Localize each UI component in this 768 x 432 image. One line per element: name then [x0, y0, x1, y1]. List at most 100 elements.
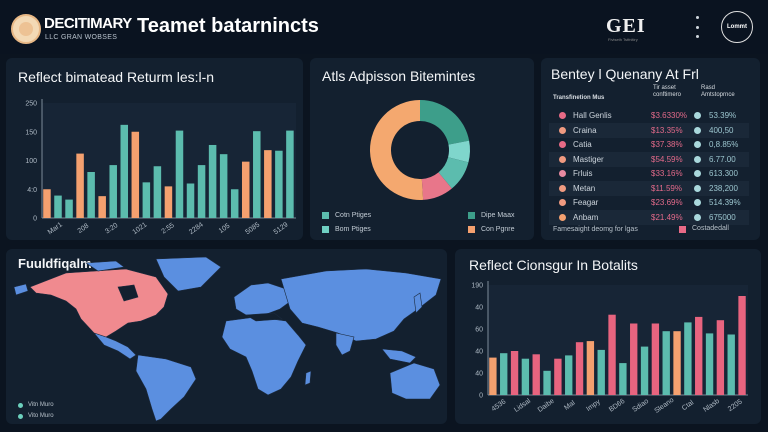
- panel-title: Reflect bimatead Returm les:l-n: [18, 69, 215, 85]
- status-dot-icon: [559, 213, 566, 221]
- donut-slice[interactable]: [370, 100, 424, 200]
- bar[interactable]: [98, 196, 106, 218]
- bar[interactable]: [521, 358, 530, 395]
- bar[interactable]: [510, 351, 519, 395]
- bar[interactable]: [131, 131, 140, 218]
- donut-slice[interactable]: [448, 140, 470, 163]
- bar[interactable]: [175, 130, 184, 218]
- status-dot-icon: [559, 141, 566, 148]
- legend-swatch-icon: [468, 226, 475, 233]
- bar[interactable]: [87, 172, 95, 218]
- table-row[interactable]: Feagar $23.69% 514.39%: [549, 195, 749, 210]
- bar[interactable]: [230, 189, 239, 218]
- bar[interactable]: [142, 182, 151, 218]
- bar[interactable]: [65, 199, 73, 218]
- bar[interactable]: [76, 153, 84, 218]
- table-row[interactable]: Hall Genlis $3.6330% 53.39%: [549, 108, 749, 123]
- bar[interactable]: [716, 320, 725, 395]
- row-value-secondary: 53.39%: [709, 111, 737, 120]
- legend-swatch-icon: [322, 212, 329, 219]
- map-legend-item: Vitn Muro: [18, 402, 54, 408]
- row-name: Craina: [573, 125, 597, 135]
- bar[interactable]: [630, 323, 638, 396]
- legend-label: Vito Muro: [28, 413, 54, 419]
- bar[interactable]: [608, 314, 616, 395]
- bar[interactable]: [705, 333, 714, 395]
- bar[interactable]: [651, 323, 660, 396]
- svg-text:Mal: Mal: [563, 399, 577, 411]
- row-value-primary: $54.59%: [651, 154, 683, 164]
- column-header[interactable]: Tir asset conftimero: [653, 85, 682, 98]
- bar[interactable]: [565, 355, 573, 395]
- bar[interactable]: [286, 130, 294, 218]
- bar[interactable]: [500, 353, 508, 395]
- bottom-bar-chart: 0 40 40 60 40 190 4536 Lidsal Daibe Mal Impy BD66 Sd…: [471, 281, 748, 415]
- svg-text:2284: 2284: [188, 221, 205, 236]
- bar[interactable]: [738, 296, 746, 395]
- row-value-primary: $11.59%: [651, 183, 682, 193]
- bar[interactable]: [186, 183, 195, 219]
- bar[interactable]: [489, 357, 497, 395]
- table-row[interactable]: Mastiger $54.59% 6.77.00: [549, 151, 749, 167]
- bar[interactable]: [109, 165, 117, 218]
- legend-item: Dipe Maax: [468, 212, 514, 219]
- bar[interactable]: [197, 165, 206, 218]
- bar[interactable]: [673, 331, 681, 395]
- kebab-menu-icon[interactable]: [694, 16, 700, 38]
- table-row[interactable]: Frluis $33.16% 613.300: [549, 166, 749, 181]
- bar[interactable]: [164, 186, 173, 218]
- bar[interactable]: [264, 150, 272, 218]
- bar[interactable]: [208, 144, 217, 218]
- row-name: Metan: [573, 183, 596, 193]
- legend-item: Bom Ptiges: [322, 226, 371, 233]
- bar[interactable]: [554, 358, 562, 395]
- legend-swatch-icon: [468, 212, 475, 219]
- bar[interactable]: [684, 322, 692, 395]
- bar[interactable]: [241, 161, 250, 218]
- donut-slice[interactable]: [420, 100, 470, 145]
- row-value-primary: $23.69%: [651, 198, 683, 207]
- svg-text:Lidsal: Lidsal: [513, 397, 532, 413]
- bar[interactable]: [43, 189, 51, 218]
- bar[interactable]: [695, 316, 703, 395]
- legend-label: Cotn Ptiges: [335, 212, 372, 219]
- bar[interactable]: [727, 334, 735, 396]
- table-footer-legend: Costadedall: [692, 225, 729, 232]
- bar[interactable]: [153, 166, 162, 218]
- bar[interactable]: [640, 346, 649, 395]
- svg-text:4536: 4536: [491, 398, 508, 413]
- quenany-table-panel: Bentey l Quenany At Frl Transfinetion Mu…: [541, 58, 760, 240]
- bar[interactable]: [275, 150, 283, 218]
- bar[interactable]: [120, 124, 129, 218]
- table-row[interactable]: Metan $11.59% 238,200: [549, 180, 749, 196]
- donut-slice[interactable]: [421, 172, 452, 200]
- status-dot-icon: [559, 126, 566, 134]
- avatar[interactable]: Lommt: [721, 11, 753, 43]
- donut-slice[interactable]: [438, 157, 469, 189]
- world-map[interactable]: [6, 249, 447, 424]
- svg-text:Sdiao: Sdiao: [631, 398, 650, 414]
- bar[interactable]: [543, 370, 551, 395]
- bar[interactable]: [54, 195, 62, 218]
- legend-label: Bom Ptiges: [335, 226, 371, 233]
- row-value-secondary: 400,50: [709, 125, 734, 135]
- bar[interactable]: [597, 349, 605, 395]
- bar[interactable]: [586, 341, 595, 395]
- bar[interactable]: [219, 154, 228, 218]
- column-header[interactable]: Rasd Amtstoprnce: [701, 85, 735, 98]
- brand-subtitle: LLC GRAN WOBSES: [45, 34, 118, 41]
- svg-text:0: 0: [33, 216, 37, 223]
- table-row[interactable]: Anbam $21.49% 675000: [549, 209, 749, 225]
- row-value-secondary: 6.77.00: [709, 154, 736, 164]
- svg-text:3:20: 3:20: [104, 222, 119, 236]
- table-row[interactable]: Craina $13.35% 400,50: [549, 122, 749, 138]
- bar[interactable]: [532, 354, 540, 395]
- bar[interactable]: [575, 342, 584, 395]
- table-row[interactable]: Catia $37.38% 0,8.85%: [549, 137, 749, 152]
- bar[interactable]: [619, 363, 627, 395]
- bar[interactable]: [253, 131, 261, 218]
- row-value-secondary: 238,200: [709, 183, 738, 193]
- bar[interactable]: [662, 331, 670, 395]
- donut-chart-panel: Atls Adpisson Bitemintes Cotn Ptiges Bom…: [310, 58, 534, 240]
- column-header[interactable]: Transfinetion Mus: [553, 95, 605, 101]
